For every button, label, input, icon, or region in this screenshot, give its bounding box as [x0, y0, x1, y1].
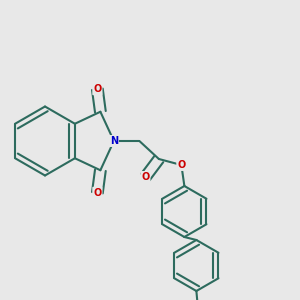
- Text: O: O: [93, 188, 101, 198]
- Text: O: O: [141, 172, 149, 182]
- Text: O: O: [93, 84, 101, 94]
- Text: N: N: [110, 136, 118, 146]
- Text: O: O: [177, 160, 185, 170]
